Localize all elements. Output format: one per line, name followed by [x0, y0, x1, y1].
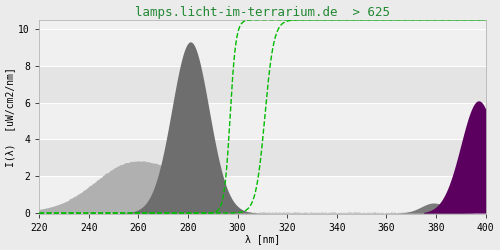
- X-axis label: λ [nm]: λ [nm]: [244, 234, 280, 244]
- Y-axis label: I(λ)  [uW/cm2/nm]: I(λ) [uW/cm2/nm]: [6, 67, 16, 167]
- Bar: [39, 66, 486, 102]
- Bar: [39, 140, 486, 176]
- Title: lamps.licht-im-terrarium.de  > 625: lamps.licht-im-terrarium.de > 625: [135, 6, 390, 18]
